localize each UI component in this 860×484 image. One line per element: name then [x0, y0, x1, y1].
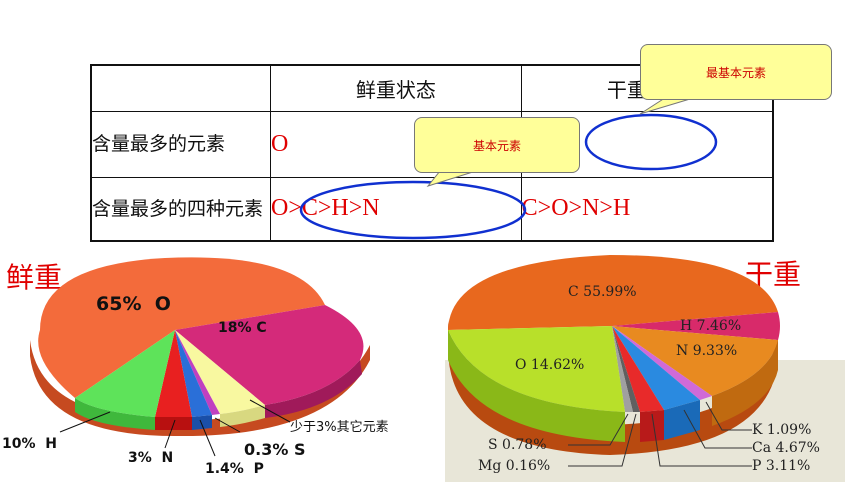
fresh-s-leader: [214, 417, 241, 433]
dry-slice-p-side: [640, 410, 664, 442]
dry-label-o: O 14.62%: [515, 357, 585, 373]
col-fresh-header: 鲜重状态: [270, 64, 522, 112]
dry-label-h: H 7.46%: [680, 318, 742, 334]
fresh-label-o: 65% O: [96, 293, 171, 315]
fresh-label-s: 0.3% S: [244, 440, 306, 459]
fresh-n-leader: [164, 419, 176, 449]
fresh-other-leader: [249, 399, 291, 423]
dry-slice-o-side: [448, 330, 625, 442]
dry-slice-ca-side: [664, 400, 700, 440]
dry-slice-o: [448, 326, 625, 412]
basic-element-callout: 基本元素: [414, 117, 580, 173]
most-basic-element-callout-text: 最基本元素: [705, 65, 766, 80]
dry-mg-leader: [568, 413, 637, 467]
fresh-h-leader: [59, 411, 111, 433]
fresh-p-leader: [199, 419, 216, 457]
fresh-label-other: 少于3%其它元素: [290, 420, 389, 435]
dry-label-s: S 0.78%: [488, 437, 547, 453]
dry-c-highlight: [584, 113, 718, 171]
dry-top-four: C>O>N>H: [520, 176, 774, 242]
fresh-slice-c-side: [265, 360, 362, 418]
dry-label-p: P 3.11%: [752, 458, 811, 474]
dry-slice-mg: [612, 326, 640, 412]
fresh-slice-n: [155, 330, 192, 417]
fresh-chain-highlight: [299, 180, 527, 240]
row-most-element-label: 含量最多的元素: [90, 110, 271, 178]
dry-slice-n: [612, 326, 778, 396]
fresh-slice-h: [75, 330, 175, 417]
fresh-label-n: 3% N: [128, 450, 174, 466]
fresh-slice-p: [175, 330, 212, 417]
fresh-slice-h-side: [75, 398, 155, 430]
dry-slice-p: [612, 326, 664, 412]
fresh-slice-other-side: [220, 405, 265, 427]
dry-slice-k: [612, 326, 712, 400]
dry-label-k: K 1.09%: [752, 422, 812, 438]
fresh-slice-s: [175, 330, 220, 415]
fresh-slice-p-side: [192, 415, 212, 430]
fresh-slice-other: [175, 330, 265, 414]
dry-p-leader: [651, 413, 752, 467]
fresh-label-c: 18% C: [218, 320, 267, 336]
dry-k-leader: [705, 401, 752, 431]
fresh-slice-o: [40, 257, 325, 330]
dry-s-leader: [568, 413, 629, 446]
fresh-slice-o-2: [38, 330, 175, 398]
dry-label-ca: Ca 4.67%: [752, 440, 820, 456]
dry-label-c: C 55.99%: [568, 284, 637, 300]
dry-slice-s: [612, 326, 633, 412]
dry-label-mg: Mg 0.16%: [478, 458, 551, 474]
fresh-slice-c: [175, 305, 364, 405]
most-basic-element-callout: 最基本元素: [640, 44, 832, 100]
dry-slice-ca: [612, 326, 700, 410]
dry-slice-n-side: [712, 340, 778, 426]
fresh-label-p: 1.4% P: [205, 461, 264, 477]
basic-element-callout-text: 基本元素: [472, 138, 521, 153]
dry-label-n: N 9.33%: [676, 343, 738, 359]
fresh-title: 鲜重: [6, 261, 63, 294]
fresh-label-h: 10% H: [2, 436, 57, 452]
dry-ca-leader: [683, 409, 752, 449]
dry-slice-h: [612, 312, 780, 340]
dry-slice-c: [448, 255, 778, 330]
